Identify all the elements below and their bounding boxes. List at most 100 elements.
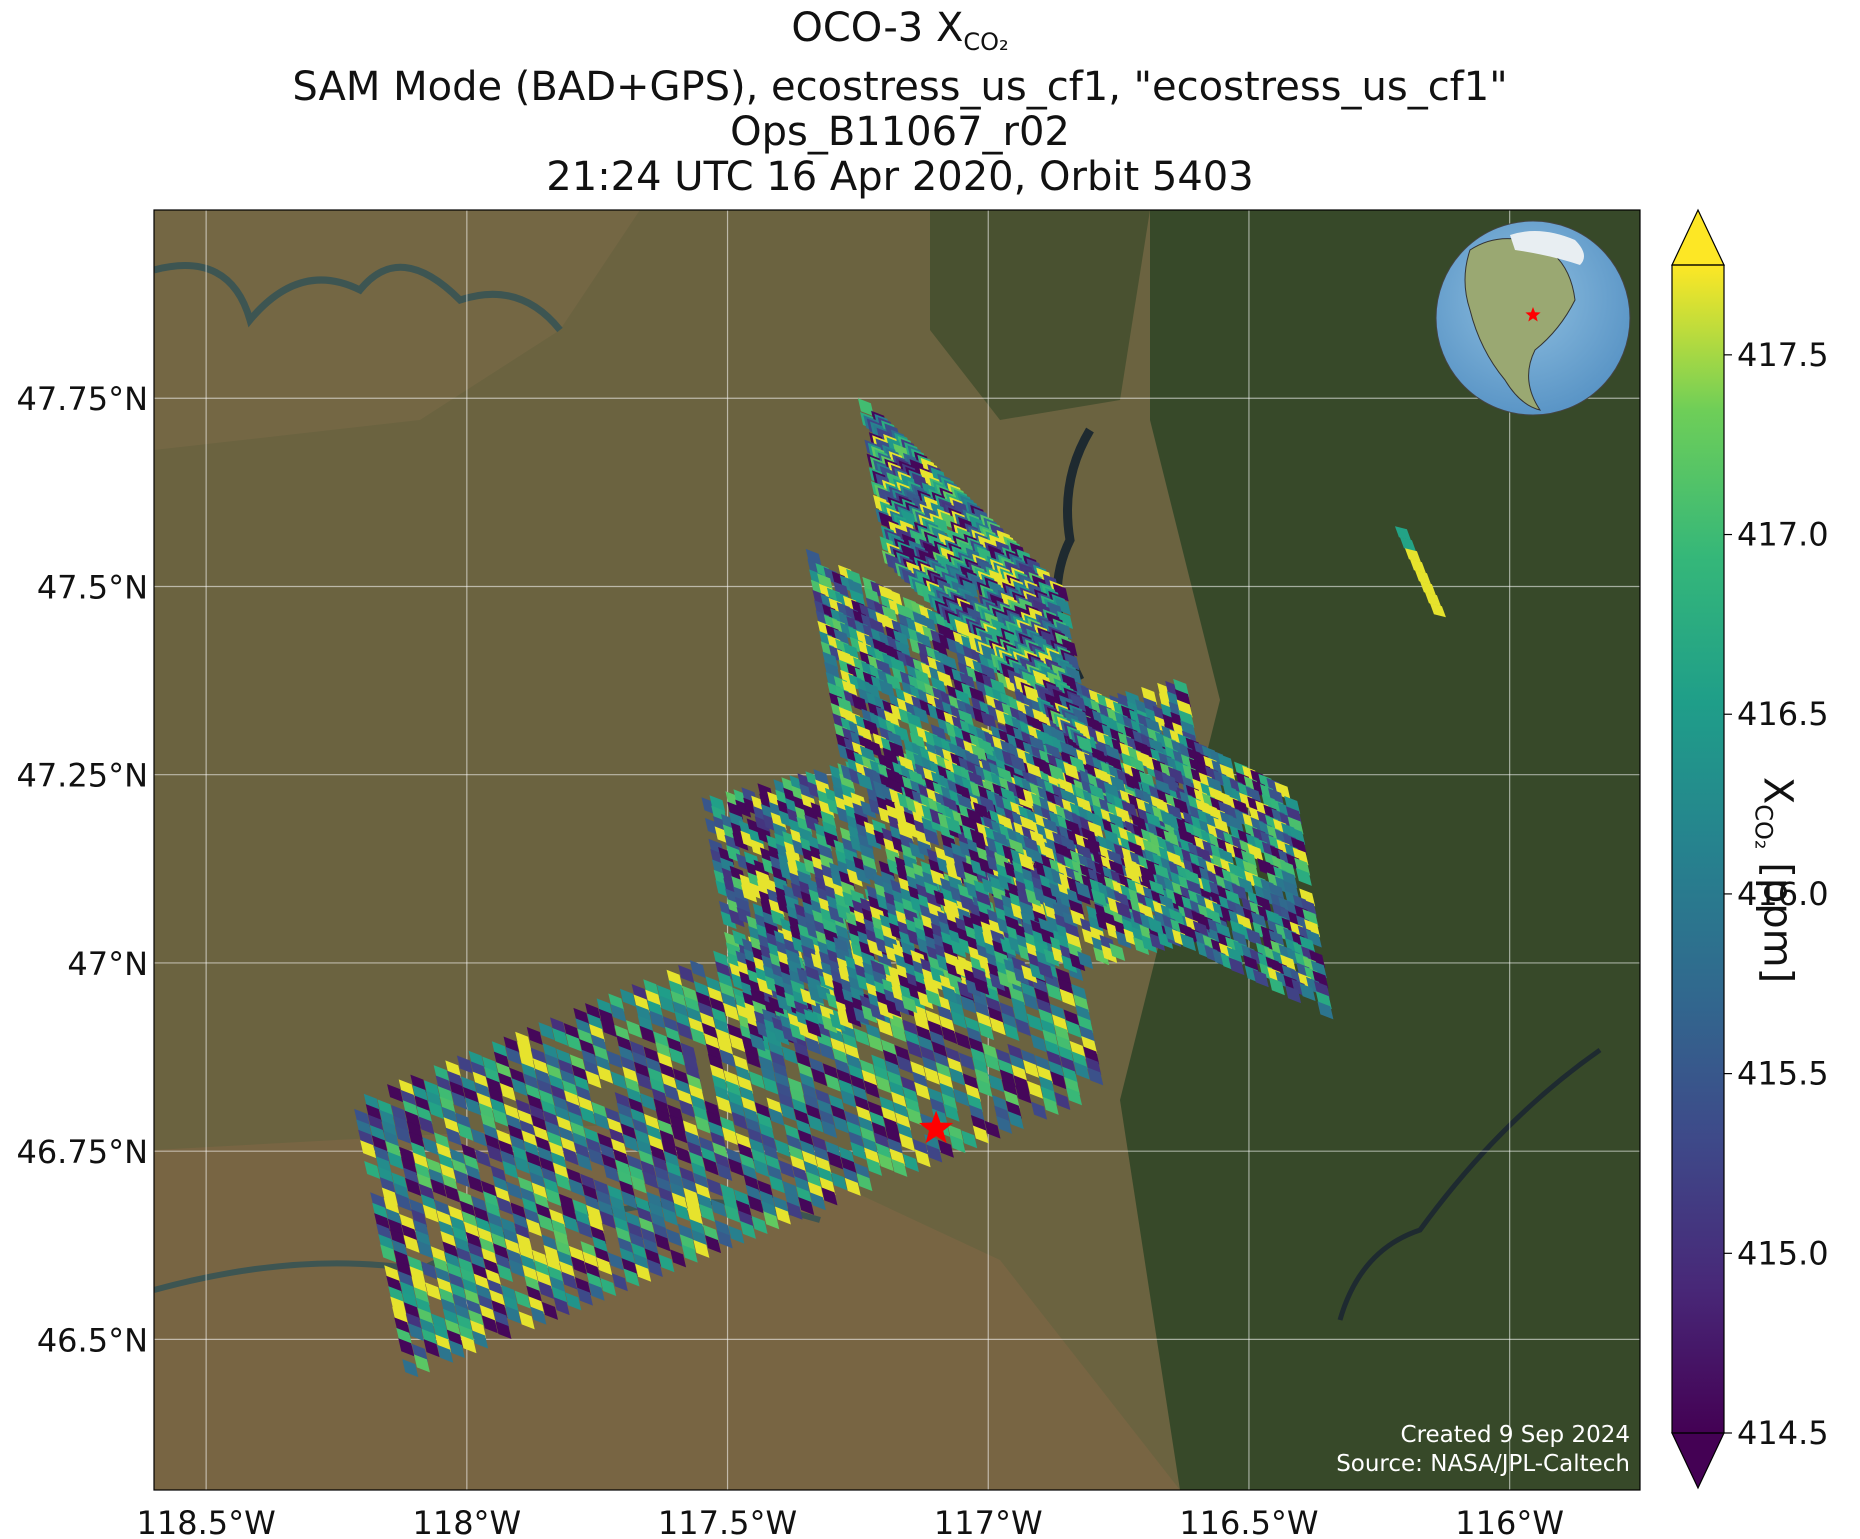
sounding-pixel (774, 1206, 791, 1225)
sounding-pixel (1124, 773, 1141, 792)
sounding-pixel (1021, 1049, 1038, 1068)
sounding-pixel (811, 1067, 828, 1086)
sounding-pixel (452, 1293, 469, 1312)
sounding-pixel (642, 1170, 659, 1189)
sounding-pixel (574, 1142, 591, 1161)
sounding-pixel (843, 1043, 860, 1062)
sounding-pixel (572, 1132, 589, 1151)
sounding-pixel (686, 1073, 703, 1092)
sounding-pixel (865, 1023, 882, 1042)
sounding-pixel (839, 773, 856, 792)
sounding-pixel (446, 1329, 463, 1348)
sounding-pixel (1054, 1092, 1071, 1111)
sounding-pixel (768, 1175, 785, 1194)
lat-tick-label: 46.75°N (16, 1133, 148, 1171)
sounding-pixel (576, 1152, 593, 1171)
sounding-pixel (416, 1105, 433, 1124)
sounding-pixel (367, 1114, 384, 1133)
sounding-pixel (412, 1085, 429, 1104)
sounding-pixel (562, 1079, 579, 1098)
sounding-pixel (817, 573, 834, 592)
sounding-pixel (877, 1153, 894, 1172)
sounding-pixel (628, 1165, 645, 1184)
sounding-pixel (743, 1174, 760, 1193)
sounding-pixel (600, 1019, 617, 1038)
sounding-pixel (684, 996, 701, 1015)
sounding-pixel (821, 918, 838, 937)
sounding-pixel (893, 630, 910, 649)
sounding-pixel (763, 1211, 780, 1230)
sounding-pixel (499, 1082, 516, 1101)
sounding-pixel (401, 1157, 418, 1176)
sounding-pixel (929, 1098, 946, 1117)
sounding-pixel (360, 1140, 377, 1159)
sounding-pixel (817, 1166, 834, 1185)
sounding-pixel (538, 1089, 555, 1108)
sounding-pixel (549, 1208, 566, 1227)
sounding-pixel (1247, 843, 1264, 862)
sounding-pixel (770, 812, 787, 831)
sounding-pixel (616, 1035, 633, 1054)
sounding-pixel (1042, 1029, 1059, 1048)
sounding-pixel (622, 1133, 639, 1152)
sounding-pixel (939, 974, 956, 993)
sounding-pixel (751, 1148, 768, 1167)
sounding-pixel (972, 990, 989, 1009)
star-icon (919, 1110, 954, 1144)
sounding-pixel (677, 1223, 694, 1242)
sounding-pixel (1168, 908, 1185, 927)
sounding-pixel (653, 1031, 670, 1050)
sounding-pixel (1091, 888, 1108, 907)
sounding-pixel (834, 1058, 851, 1077)
sounding-pixel (526, 1026, 543, 1045)
sounding-pixel (495, 1062, 512, 1081)
sounding-pixel (829, 1013, 846, 1032)
map-area[interactable] (154, 210, 1640, 1490)
river-north (154, 262, 563, 333)
sounding-pixel (937, 1072, 954, 1091)
sounding-pixel (633, 994, 650, 1013)
sounding-pixel (725, 1147, 742, 1166)
sounding-pixel (970, 1047, 987, 1066)
sounding-pixel (758, 1055, 775, 1074)
sounding-pixel (880, 1039, 897, 1058)
sounding-pixel (1071, 983, 1088, 1002)
sounding-pixel (876, 1018, 893, 1037)
sounding-pixel (411, 1276, 428, 1295)
sounding-pixel (706, 1110, 723, 1129)
sounding-pixel (809, 1192, 826, 1211)
sounding-pixel (1300, 898, 1317, 917)
sounding-pixel (582, 1251, 599, 1270)
sounding-pixel (961, 1130, 978, 1149)
sounding-pixel (418, 1183, 435, 1202)
sounding-pixel (649, 1010, 666, 1029)
sounding-pixel (1184, 869, 1201, 888)
sounding-pixel (475, 1216, 492, 1235)
sounding-pixel (834, 893, 851, 912)
sounding-pixel (900, 509, 917, 528)
sounding-pixel (653, 1098, 670, 1117)
sounding-pixel (486, 1144, 503, 1163)
sounding-pixel (707, 1054, 724, 1073)
sounding-pixel (548, 1141, 565, 1160)
sounding-pixel (784, 1123, 801, 1142)
title-line-3: Ops_B11067_r02 (730, 109, 1070, 155)
sounding-pixel (1284, 796, 1301, 815)
sounding-pixel (992, 1095, 1009, 1114)
sounding-pixel (717, 1038, 734, 1057)
sounding-pixel (379, 1177, 396, 1196)
sounding-pixel (859, 745, 876, 764)
sounding-pixel (509, 1067, 526, 1086)
sounding-pixel (815, 1156, 832, 1175)
sounding-pixel (912, 705, 929, 724)
sounding-pixel (436, 1277, 453, 1296)
sounding-pixel (463, 1154, 480, 1173)
sounding-pixel (656, 1176, 673, 1195)
sounding-pixel (1009, 986, 1026, 1005)
sounding-pixel (853, 1028, 870, 1047)
sounding-pixel (586, 1272, 603, 1291)
sounding-pixel (1034, 1055, 1051, 1074)
sounding-pixel (692, 1105, 709, 1124)
sounding-pixel (381, 1187, 398, 1206)
sounding-pixel (671, 1192, 688, 1211)
